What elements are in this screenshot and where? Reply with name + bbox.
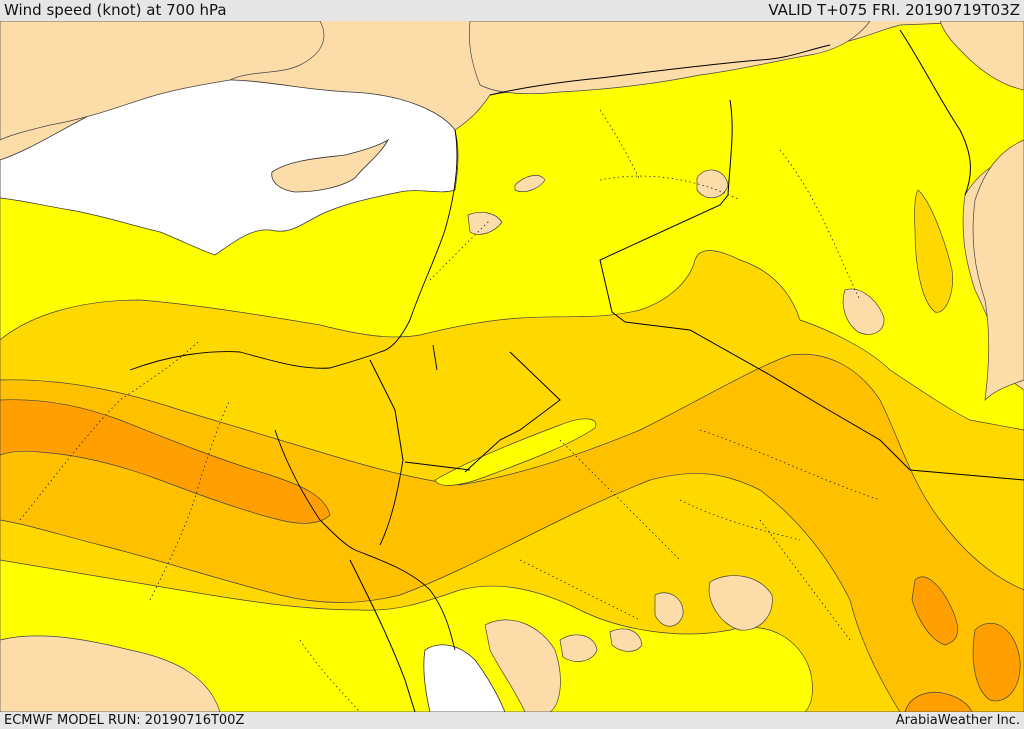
map-header: Wind speed (knot) at 700 hPa VALID T+075… bbox=[0, 0, 1024, 21]
model-run-label: ECMWF MODEL RUN: 20190716T00Z bbox=[4, 713, 245, 728]
contour-orange-east-1 bbox=[911, 576, 958, 646]
coast-gulf-aqaba bbox=[379, 459, 404, 546]
land-low-northwest bbox=[0, 21, 325, 141]
valid-time-label: VALID T+075 FRI. 20190719T03Z bbox=[768, 1, 1020, 19]
border-turkey-syria bbox=[489, 44, 831, 96]
border-iraq-iran bbox=[899, 29, 971, 196]
land-low-saudi-4 bbox=[654, 592, 684, 627]
land-low-saudi-2 bbox=[559, 634, 598, 662]
province-borders bbox=[19, 109, 881, 712]
map-footer: ECMWF MODEL RUN: 20190716T00Z ArabiaWeat… bbox=[0, 712, 1024, 729]
provider-label: ArabiaWeather Inc. bbox=[895, 713, 1020, 728]
border-iraq-saudi bbox=[624, 321, 1024, 481]
land-low-east bbox=[972, 139, 1024, 401]
map-panel[interactable] bbox=[0, 21, 1024, 712]
coast-levant bbox=[379, 129, 458, 353]
cyprus-island bbox=[271, 138, 390, 193]
land-low-turkey bbox=[468, 21, 871, 95]
land-low-lebanon bbox=[467, 212, 503, 235]
coast-red-sea bbox=[354, 549, 456, 651]
red-sea bbox=[423, 644, 506, 712]
dead-sea bbox=[432, 344, 438, 371]
contour-orange-west bbox=[0, 399, 331, 524]
land-low-egypt-south bbox=[0, 635, 221, 712]
land-low-saudi-1 bbox=[708, 575, 773, 631]
land-low-saudi-3 bbox=[609, 628, 643, 652]
map-title: Wind speed (knot) at 700 hPa bbox=[4, 1, 227, 19]
coast-egypt-north bbox=[129, 351, 381, 371]
coastlines bbox=[129, 129, 458, 651]
country-borders bbox=[349, 29, 1024, 712]
coast-gulf-suez bbox=[274, 429, 356, 551]
contour-yellow-iraq bbox=[914, 189, 953, 313]
border-jordan-saudi bbox=[464, 351, 561, 473]
contour-orange-east-2 bbox=[972, 622, 1021, 702]
border-egypt-israel bbox=[369, 359, 404, 461]
contour-yellow-south bbox=[0, 559, 813, 712]
land-low-syria-1 bbox=[696, 169, 729, 198]
land-low-northeast bbox=[939, 21, 1024, 91]
border-saudi-jordan-short bbox=[404, 461, 471, 471]
border-syria-iraq bbox=[599, 99, 733, 323]
land-low-saudi-5 bbox=[484, 619, 561, 712]
border-egypt-sudan bbox=[349, 559, 416, 712]
contour-yellow-streak bbox=[434, 418, 597, 486]
contour-orange-southeast bbox=[904, 691, 973, 712]
contour-amber bbox=[0, 353, 1024, 712]
wind-speed-map[interactable] bbox=[0, 21, 1024, 712]
land-low-syria-2 bbox=[514, 175, 546, 193]
land-low-iraq-lake bbox=[842, 288, 885, 335]
